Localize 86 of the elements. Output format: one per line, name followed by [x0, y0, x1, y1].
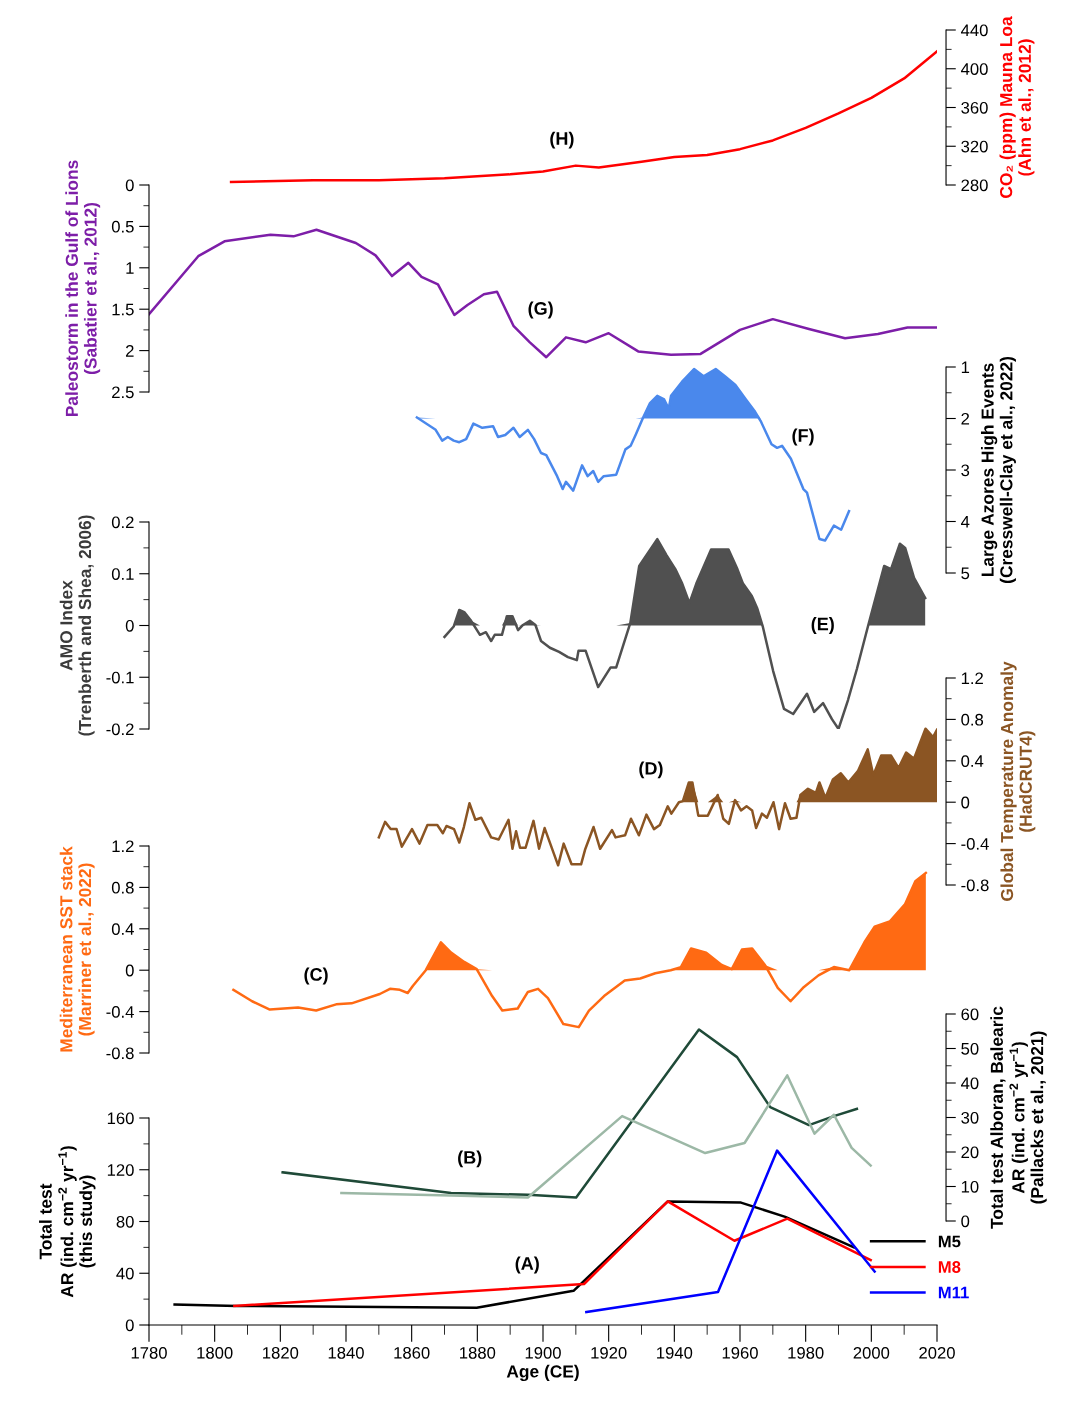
legend-label: M11 — [938, 1286, 969, 1299]
y2-tick-label: 440 — [960, 24, 988, 37]
line-series — [229, 50, 937, 184]
y2-tick-label: 40 — [960, 1077, 979, 1090]
y2-tick-label: 0 — [961, 796, 970, 809]
x-tick-label: 1840 — [328, 1346, 364, 1359]
line-series — [149, 228, 937, 359]
line-series — [281, 1028, 859, 1199]
y2-tick-label: 1 — [961, 361, 970, 374]
line-series — [232, 871, 928, 1029]
x-tick-label: 1820 — [263, 1346, 299, 1359]
y2-tick-label: 5 — [961, 567, 970, 580]
y-tick-label: 1.5 — [112, 303, 134, 316]
line-series — [340, 1074, 872, 1199]
y-axis-title: AMO Index (Trenberth and Shea, 2006) — [59, 515, 95, 736]
y-tick-label: 0.2 — [111, 516, 134, 529]
legend-label: M8 — [938, 1261, 961, 1273]
y2-axis-title: Global Temperature Anomaly (HadCRUT4) — [1000, 661, 1036, 901]
y-tick-label: 1 — [126, 262, 134, 274]
annotation: (E) — [811, 617, 834, 634]
y2-tick-label: 280 — [961, 179, 988, 192]
y2-tick-label: -0.4 — [961, 838, 989, 850]
y2-tick-label: 400 — [960, 63, 988, 75]
y-tick-label: 120 — [107, 1164, 134, 1176]
y-axis-title: Paleostorm in the Gulf of Lions (Sabatier et al., 2012) — [65, 160, 101, 417]
y-tick-label: 0 — [125, 964, 134, 977]
y2-tick-label: 360 — [961, 101, 988, 114]
x-axis-title: Age (CE) — [506, 1364, 579, 1382]
annotation: (G) — [528, 301, 553, 319]
y-tick-label: 0.5 — [111, 220, 134, 233]
text: Total test AR (ind. cm$^{−2}$ yr$^{−1}$) (this study) — [39, 1146, 96, 1298]
y-tick-label: 40 — [116, 1267, 134, 1280]
y2-tick-label: 3 — [961, 464, 970, 477]
y-tick-label: 0 — [125, 619, 134, 632]
y2-axis-title: Total test Alboran, Balearic AR (ind. cm$^{−2}$ yr$^{−1}$) (Pallacks et al., 2021) — [990, 1006, 1047, 1229]
x-tick-label: 1780 — [131, 1346, 167, 1359]
y-tick-label: 0.1 — [111, 568, 134, 580]
y2-tick-label: 0.4 — [961, 755, 984, 767]
y-axis-title: Mediterranean SST stack (Marriner et al., 2022) — [59, 846, 95, 1052]
x-tick-label: 2000 — [853, 1346, 890, 1359]
y2-tick-label: -0.8 — [961, 879, 989, 892]
y-tick-label: 0.4 — [111, 923, 134, 935]
y2-tick-label: 50 — [961, 1042, 979, 1055]
y2-tick-label: 0.8 — [961, 713, 984, 726]
y-tick-label: 0 — [125, 1319, 134, 1332]
annotation: (F) — [792, 428, 814, 446]
annotation: (D) — [639, 761, 663, 779]
y2-tick-label: 320 — [961, 140, 988, 153]
x-tick-label: 1800 — [197, 1346, 233, 1359]
y-tick-label: 1.2 — [112, 840, 134, 853]
y-tick-label: -0.8 — [106, 1047, 134, 1060]
y-tick-label: 0 — [125, 179, 134, 192]
x-tick-label: 1960 — [722, 1346, 758, 1359]
y2-tick-label: 10 — [961, 1180, 979, 1193]
y-tick-label: 160 — [107, 1112, 134, 1125]
y2-tick-label: 2 — [961, 412, 970, 425]
x-tick-label: 1920 — [591, 1346, 627, 1359]
y2-axis-title: CO₂ (ppm) Mauna Loa (Ahn et al., 2012) — [999, 16, 1035, 198]
line-series — [585, 1149, 876, 1314]
x-tick-label: 1980 — [788, 1346, 824, 1359]
annotation: (C) — [304, 967, 328, 985]
y-tick-label: -0.1 — [106, 671, 134, 684]
x-tick-label: 1940 — [657, 1346, 693, 1359]
y-tick-label: 80 — [116, 1215, 134, 1228]
y2-tick-label: 20 — [961, 1146, 979, 1159]
y-tick-label: 2 — [125, 345, 134, 357]
y-tick-label: 0.8 — [111, 881, 134, 894]
y-tick-label: 2.5 — [112, 386, 134, 399]
y2-tick-label: 60 — [961, 1008, 979, 1021]
y2-tick-label: 0 — [961, 1215, 970, 1228]
x-tick-label: 1900 — [525, 1346, 561, 1359]
x-tick-label: 2020 — [919, 1346, 955, 1359]
y-tick-label: -0.2 — [106, 723, 134, 736]
y-tick-label: -0.4 — [106, 1006, 134, 1018]
y2-tick-label: 1.2 — [961, 672, 983, 685]
legend-label: M5 — [938, 1235, 961, 1248]
line-series — [415, 367, 851, 542]
line-series — [377, 727, 937, 867]
x-tick-label: 1860 — [394, 1346, 430, 1359]
y2-tick-label: 4 — [960, 516, 970, 528]
y2-axis-title: Large Azores High Events (Cresswell-Clay et al., 2022) — [980, 356, 1016, 583]
annotation: (A) — [515, 1256, 539, 1274]
x-tick-label: 1880 — [460, 1346, 496, 1359]
annotation: (B) — [458, 1150, 482, 1168]
y2-tick-label: 30 — [961, 1111, 979, 1124]
annotation: (H) — [550, 131, 574, 149]
